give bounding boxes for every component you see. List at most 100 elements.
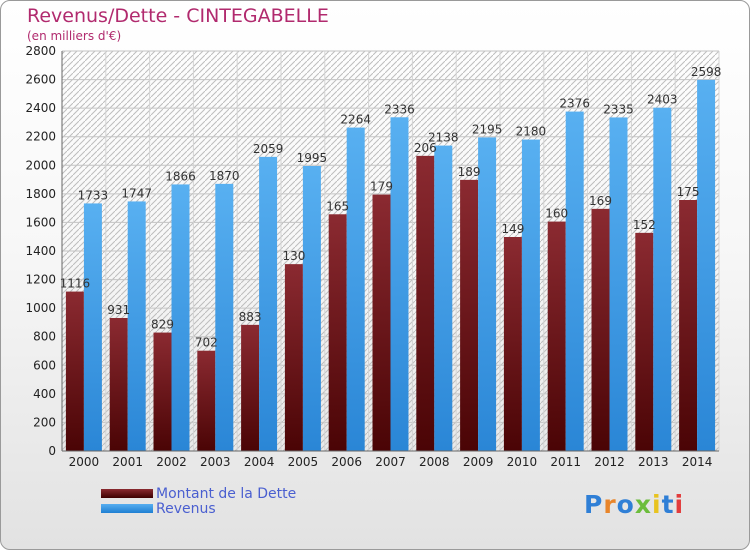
bar-dette: [591, 208, 610, 451]
data-label-revenus: 2335: [603, 102, 634, 116]
data-label-dette: 829: [151, 318, 174, 332]
bar-dette: [284, 264, 303, 451]
bar-dette: [679, 200, 698, 451]
logo-letter: P: [584, 490, 604, 519]
x-tick-label: 2003: [200, 455, 231, 469]
x-tick-label: 2012: [594, 455, 625, 469]
bar-revenus: [521, 139, 540, 452]
y-tick-label: 400: [33, 387, 56, 401]
x-tick-label: 2004: [244, 455, 275, 469]
logo-letter: t: [661, 490, 675, 519]
bar-revenus: [390, 117, 409, 452]
y-tick-label: 1400: [25, 244, 56, 258]
bar-dette: [635, 232, 654, 451]
legend-label-revenus: Revenus: [156, 501, 216, 517]
legend-swatch-revenus: [101, 504, 153, 513]
logo-letter: i: [674, 490, 685, 519]
x-tick-label: 2006: [331, 455, 362, 469]
bar-dette: [547, 221, 566, 451]
data-label-revenus: 1995: [297, 151, 328, 165]
x-tick-label: 2009: [463, 455, 494, 469]
y-tick-label: 800: [33, 330, 56, 344]
x-tick-label: 2010: [507, 455, 538, 469]
y-tick-label: 2000: [25, 158, 56, 172]
data-label-revenus: 2180: [516, 125, 547, 139]
legend-swatch-dette: [101, 489, 153, 498]
x-tick-label: 2005: [288, 455, 319, 469]
bar-dette: [372, 194, 391, 452]
x-tick-label: 2011: [550, 455, 581, 469]
x-tick-label: 2008: [419, 455, 450, 469]
bar-revenus: [653, 107, 672, 451]
data-label-dette: 189: [458, 165, 481, 179]
bar-revenus: [609, 117, 628, 451]
data-label-revenus: 2264: [340, 113, 371, 127]
bar-dette: [241, 324, 260, 451]
bar-dette: [503, 237, 522, 451]
data-label-dette: 1116: [60, 277, 91, 291]
data-label-dette: 206: [414, 141, 437, 155]
bar-revenus: [215, 183, 234, 451]
logo-letter: r: [603, 490, 617, 519]
y-tick-label: 600: [33, 358, 56, 372]
data-label-dette: 702: [195, 336, 218, 350]
data-label-revenus: 1866: [165, 169, 196, 183]
y-tick-label: 0: [48, 444, 56, 458]
data-label-revenus: 2138: [428, 131, 459, 145]
data-label-revenus: 2376: [559, 97, 590, 111]
y-tick-label: 2600: [25, 73, 56, 87]
proxiti-logo: Proxiti: [584, 490, 684, 519]
bar-dette: [109, 318, 128, 451]
bar-dette: [153, 332, 172, 451]
bar-revenus: [171, 184, 190, 451]
data-label-revenus: 2059: [253, 142, 284, 156]
data-label-revenus: 1747: [121, 186, 152, 200]
data-label-dette: 165: [326, 199, 349, 213]
data-label-dette: 152: [633, 218, 656, 232]
bar-dette: [416, 155, 435, 451]
y-tick-label: 1000: [25, 301, 56, 315]
data-label-dette: 130: [282, 249, 305, 263]
bar-dette: [460, 179, 479, 451]
y-tick-label: 1800: [25, 187, 56, 201]
data-label-revenus: 2195: [472, 122, 503, 136]
y-tick-label: 2800: [25, 44, 56, 58]
data-label-dette: 883: [239, 310, 262, 324]
bar-revenus: [434, 145, 453, 452]
x-tick-label: 2000: [69, 455, 100, 469]
data-label-dette: 179: [370, 180, 393, 194]
x-tick-label: 2013: [638, 455, 669, 469]
data-label-revenus: 1870: [209, 169, 240, 183]
bar-dette: [197, 350, 216, 451]
x-tick-label: 2007: [375, 455, 406, 469]
data-label-revenus: 1733: [78, 188, 109, 202]
data-label-dette: 931: [107, 303, 130, 317]
data-label-revenus: 2336: [384, 102, 415, 116]
y-tick-label: 200: [33, 415, 56, 429]
logo-letter: x: [634, 490, 652, 519]
bar-revenus: [478, 137, 497, 451]
data-label-revenus: 2403: [647, 93, 678, 107]
y-tick-label: 1200: [25, 273, 56, 287]
bar-dette: [328, 214, 347, 451]
logo-letter: o: [616, 490, 635, 519]
y-tick-label: 2200: [25, 130, 56, 144]
data-label-dette: 160: [545, 207, 568, 221]
data-label-revenus: 2598: [691, 65, 722, 79]
x-tick-label: 2014: [682, 455, 713, 469]
bar-revenus: [83, 203, 102, 451]
x-tick-label: 2002: [156, 455, 187, 469]
y-tick-label: 2400: [25, 101, 56, 115]
x-tick-label: 2001: [112, 455, 143, 469]
bar-revenus: [346, 127, 365, 452]
legend-label-dette: Montant de la Dette: [156, 486, 297, 502]
data-label-dette: 175: [677, 185, 700, 199]
data-label-dette: 149: [501, 222, 524, 236]
bar-revenus: [302, 166, 321, 451]
data-label-dette: 169: [589, 194, 612, 208]
chart-title: Revenus/Dette - CINTEGABELLE: [27, 5, 329, 27]
chart-subtitle: (en milliers d'€): [27, 29, 122, 43]
logo-letter: i: [652, 490, 662, 519]
